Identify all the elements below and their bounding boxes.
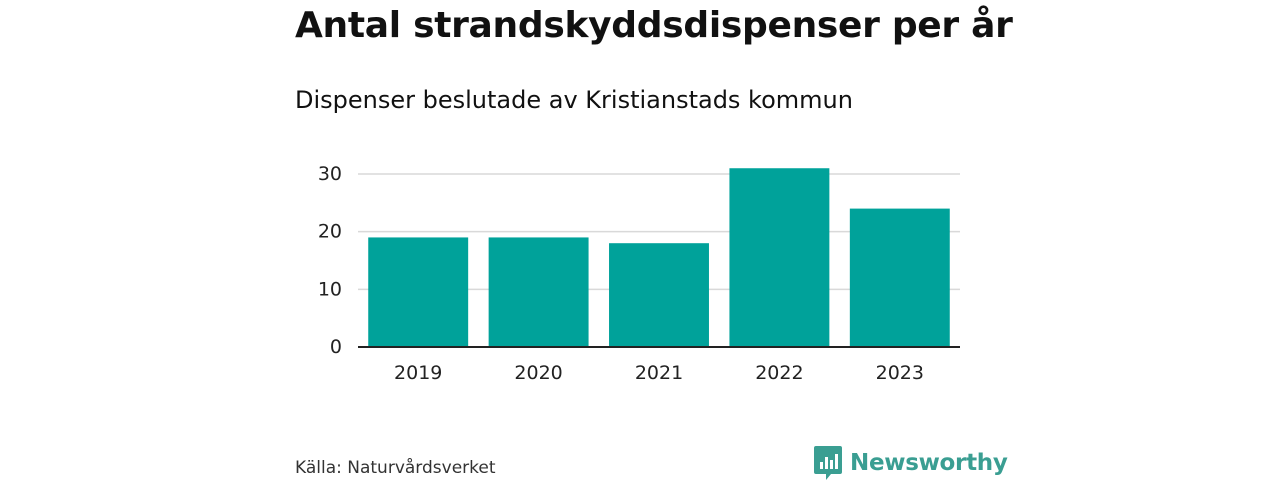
y-tick-label: 30 [318, 163, 342, 185]
bars [368, 168, 950, 347]
x-tick-label: 2019 [394, 362, 442, 384]
newsworthy-logo-icon [814, 446, 842, 480]
x-tick-label: 2022 [755, 362, 803, 384]
source-note: Källa: Naturvårdsverket [295, 458, 496, 478]
x-tick-label: 2020 [514, 362, 562, 384]
x-axis-ticks: 2019 2020 2021 2022 2023 [394, 362, 924, 384]
x-tick-label: 2021 [635, 362, 683, 384]
y-tick-label: 10 [318, 278, 342, 300]
brand-logo: Newsworthy [814, 445, 1008, 481]
bar-2023 [849, 208, 950, 347]
x-tick-label: 2023 [876, 362, 924, 384]
y-tick-label: 0 [330, 336, 342, 358]
bar-2020 [488, 237, 589, 347]
bar-2019 [368, 237, 469, 347]
chart-subtitle: Dispenser beslutade av Kristianstads kom… [295, 86, 853, 114]
bar-2021 [609, 243, 709, 347]
brand-name: Newsworthy [850, 450, 1008, 476]
chart-title: Antal strandskyddsdispenser per år [295, 5, 1013, 46]
y-tick-label: 20 [318, 221, 342, 243]
y-axis-ticks: 0 10 20 30 [318, 163, 342, 358]
bar-2022 [729, 168, 830, 347]
